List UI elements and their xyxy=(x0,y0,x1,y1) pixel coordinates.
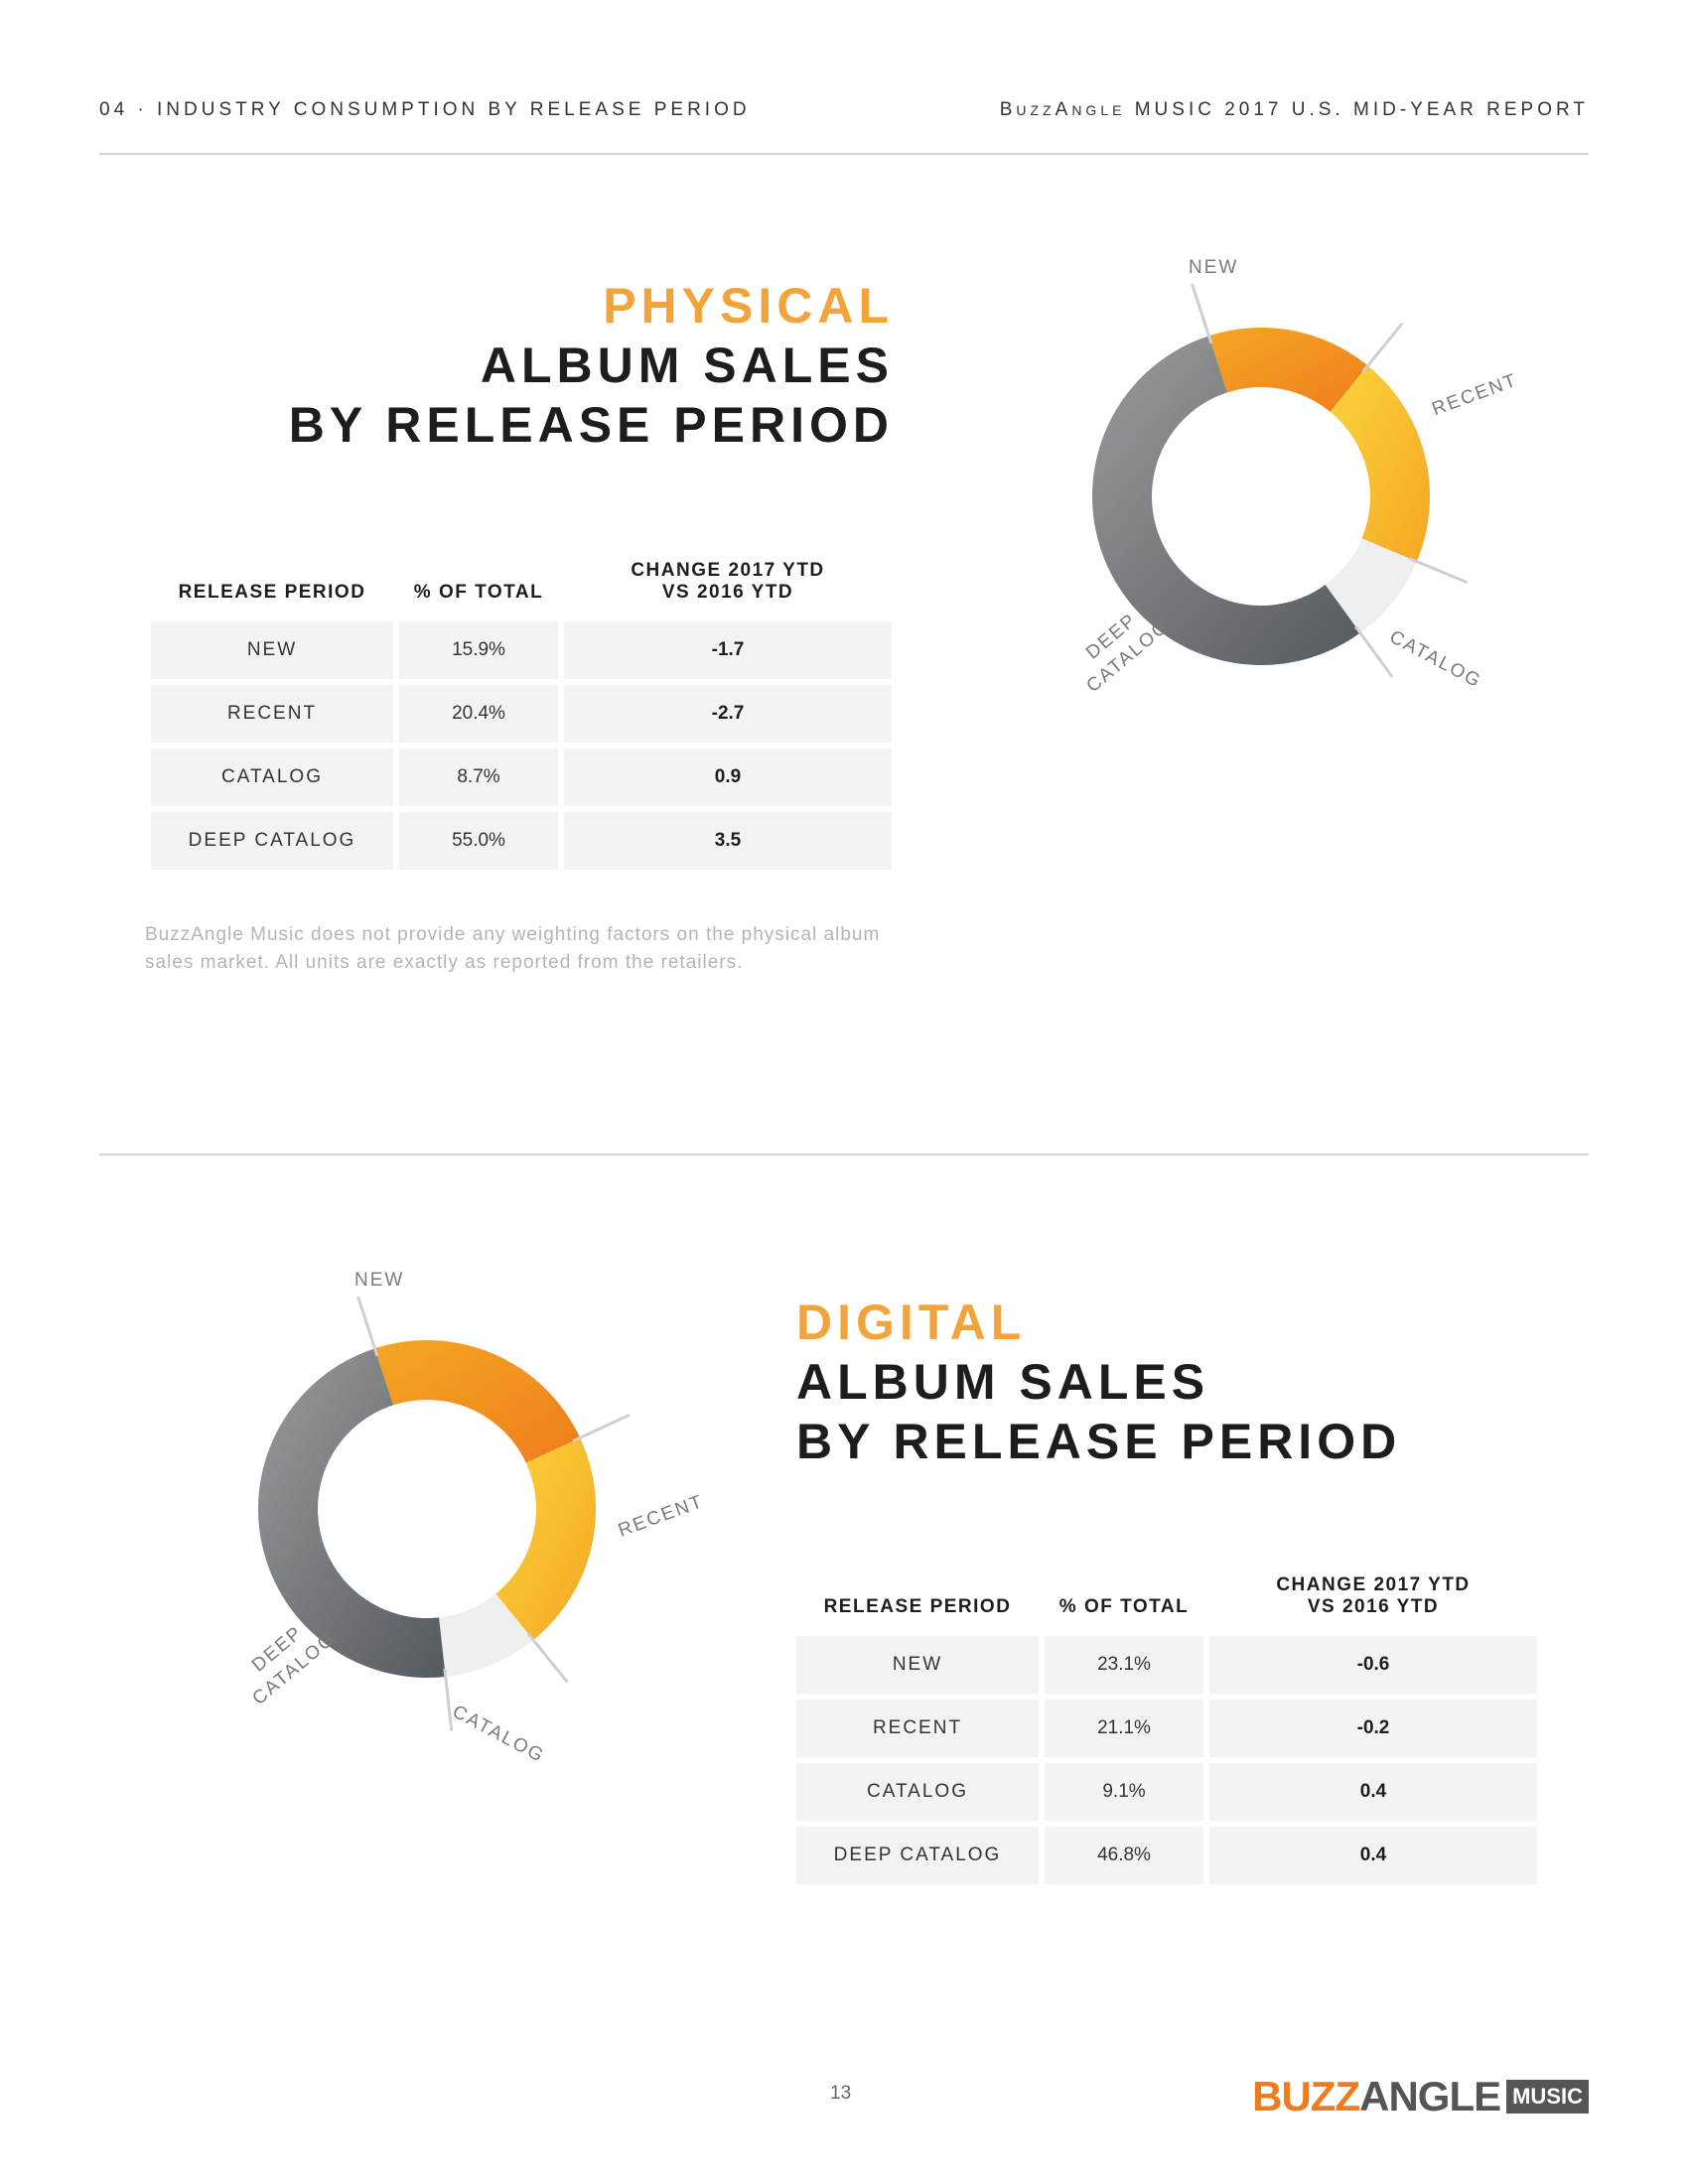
leader-line xyxy=(1354,625,1394,678)
report-title-rest: MUSIC 2017 U.S. MID-YEAR REPORT xyxy=(1125,99,1589,120)
cell-pct: 15.9% xyxy=(399,621,558,679)
leader-line xyxy=(526,1632,569,1684)
col-release-period: RELEASE PERIOD xyxy=(823,1596,1012,1617)
col-release-period: RELEASE PERIOD xyxy=(178,582,366,603)
slice-new xyxy=(374,1340,581,1463)
logo-angle: ANGLE xyxy=(1359,2073,1501,2119)
cell-period: RECENT xyxy=(151,685,393,743)
cell-change: -2.7 xyxy=(564,685,892,743)
leader-line xyxy=(1408,557,1469,585)
slice-catalog xyxy=(439,1593,534,1677)
physical-title-accent: PHYSICAL xyxy=(603,278,894,334)
digital-table: RELEASE PERIOD % OF TOTAL CHANGE 2017 YT… xyxy=(790,1569,1543,1890)
slice-deep-catalog xyxy=(1092,336,1360,665)
cell-change: 0.9 xyxy=(564,749,892,806)
page-number: 13 xyxy=(830,2083,852,2104)
cell-period: CATALOG xyxy=(151,749,393,806)
chart-label-new: NEW xyxy=(1189,257,1238,278)
cell-change: 0.4 xyxy=(1209,1763,1537,1821)
col-change-line1: CHANGE 2017 YTD xyxy=(631,560,825,581)
cell-pct: 9.1% xyxy=(1045,1763,1203,1821)
digital-table-header: RELEASE PERIOD % OF TOTAL CHANGE 2017 YT… xyxy=(796,1574,1537,1630)
table-row: RECENT 21.1% -0.2 xyxy=(796,1700,1537,1757)
chart-label-catalog: CATALOG xyxy=(449,1702,548,1767)
cell-change: -1.7 xyxy=(564,621,892,679)
col-change: CHANGE 2017 YTD VS 2016 YTD xyxy=(1209,1574,1537,1630)
physical-table: RELEASE PERIOD % OF TOTAL CHANGE 2017 YT… xyxy=(145,554,898,876)
cell-period: CATALOG xyxy=(796,1763,1039,1821)
cell-change: -0.6 xyxy=(1209,1636,1537,1694)
table-row: CATALOG 9.1% 0.4 xyxy=(796,1763,1537,1821)
table-row: NEW 15.9% -1.7 xyxy=(151,621,892,679)
cell-pct: 20.4% xyxy=(399,685,558,743)
cell-period: DEEP CATALOG xyxy=(151,812,393,870)
brand-small-uzz: UZZ xyxy=(1016,102,1055,118)
buzzangle-logo: BUZZ ANGLE MUSIC xyxy=(1252,2073,1589,2120)
digital-title-accent: DIGITAL xyxy=(796,1295,1027,1350)
chart-label-recent: RECENT xyxy=(616,1491,707,1542)
physical-title: PHYSICAL ALBUM SALES BY RELEASE PERIOD xyxy=(199,276,894,455)
cell-pct: 21.1% xyxy=(1045,1700,1203,1757)
slice-deep-catalog xyxy=(258,1348,446,1678)
brand-initial-b: B xyxy=(999,99,1017,120)
chart-label-recent: RECENT xyxy=(1430,370,1521,421)
leader-line xyxy=(443,1668,454,1731)
col-change-line2: VS 2016 YTD xyxy=(661,582,794,603)
digital-title-line2: ALBUM SALES xyxy=(796,1354,1210,1410)
brand-initial-a: A xyxy=(1055,99,1072,120)
section-header: 04 · INDUSTRY CONSUMPTION BY RELEASE PER… xyxy=(99,99,751,120)
header-divider xyxy=(99,153,1589,155)
slice-catalog xyxy=(1325,538,1417,633)
table-row: DEEP CATALOG 46.8% 0.4 xyxy=(796,1827,1537,1884)
col-change: CHANGE 2017 YTD VS 2016 YTD xyxy=(564,560,892,615)
slice-recent xyxy=(1330,365,1430,562)
logo-music: MUSIC xyxy=(1506,2080,1589,2114)
col-change-line1: CHANGE 2017 YTD xyxy=(1276,1574,1471,1595)
logo-buzz: BUZZ xyxy=(1252,2073,1360,2119)
col-change-line2: VS 2016 YTD xyxy=(1307,1596,1440,1617)
physical-note: BuzzAngle Music does not provide any wei… xyxy=(145,924,881,973)
col-pct-total: % OF TOTAL xyxy=(413,582,544,603)
cell-period: NEW xyxy=(151,621,393,679)
digital-title-line3: BY RELEASE PERIOD xyxy=(796,1414,1402,1469)
cell-period: RECENT xyxy=(796,1700,1039,1757)
cell-pct: 55.0% xyxy=(399,812,558,870)
chart-label-catalog: CATALOG xyxy=(1386,626,1485,692)
col-pct-total: % OF TOTAL xyxy=(1058,1596,1190,1617)
table-row: NEW 23.1% -0.6 xyxy=(796,1636,1537,1694)
cell-pct: 23.1% xyxy=(1045,1636,1203,1694)
cell-period: DEEP CATALOG xyxy=(796,1827,1039,1884)
slice-new xyxy=(1208,328,1368,412)
cell-pct: 46.8% xyxy=(1045,1827,1203,1884)
leader-line xyxy=(1361,322,1404,373)
cell-change: 3.5 xyxy=(564,812,892,870)
cell-period: NEW xyxy=(796,1636,1039,1694)
chart-label-new: NEW xyxy=(354,1270,404,1291)
section-divider xyxy=(99,1154,1589,1156)
leader-line xyxy=(356,1296,379,1357)
table-row: CATALOG 8.7% 0.9 xyxy=(151,749,892,806)
table-row: DEEP CATALOG 55.0% 3.5 xyxy=(151,812,892,870)
cell-change: -0.2 xyxy=(1209,1700,1537,1757)
physical-title-line2: ALBUM SALES xyxy=(480,338,894,393)
brand-small-ngle: NGLE xyxy=(1071,102,1126,118)
leader-line xyxy=(572,1413,631,1443)
slice-recent xyxy=(495,1437,596,1641)
cell-change: 0.4 xyxy=(1209,1827,1537,1884)
physical-title-line3: BY RELEASE PERIOD xyxy=(288,397,894,453)
table-row: RECENT 20.4% -2.7 xyxy=(151,685,892,743)
physical-table-header: RELEASE PERIOD % OF TOTAL CHANGE 2017 YT… xyxy=(151,560,892,615)
cell-pct: 8.7% xyxy=(399,749,558,806)
leader-line xyxy=(1191,283,1213,344)
digital-title: DIGITAL ALBUM SALES BY RELEASE PERIOD xyxy=(796,1293,1571,1471)
report-title-header: BUZZANGLE MUSIC 2017 U.S. MID-YEAR REPOR… xyxy=(1000,99,1589,121)
